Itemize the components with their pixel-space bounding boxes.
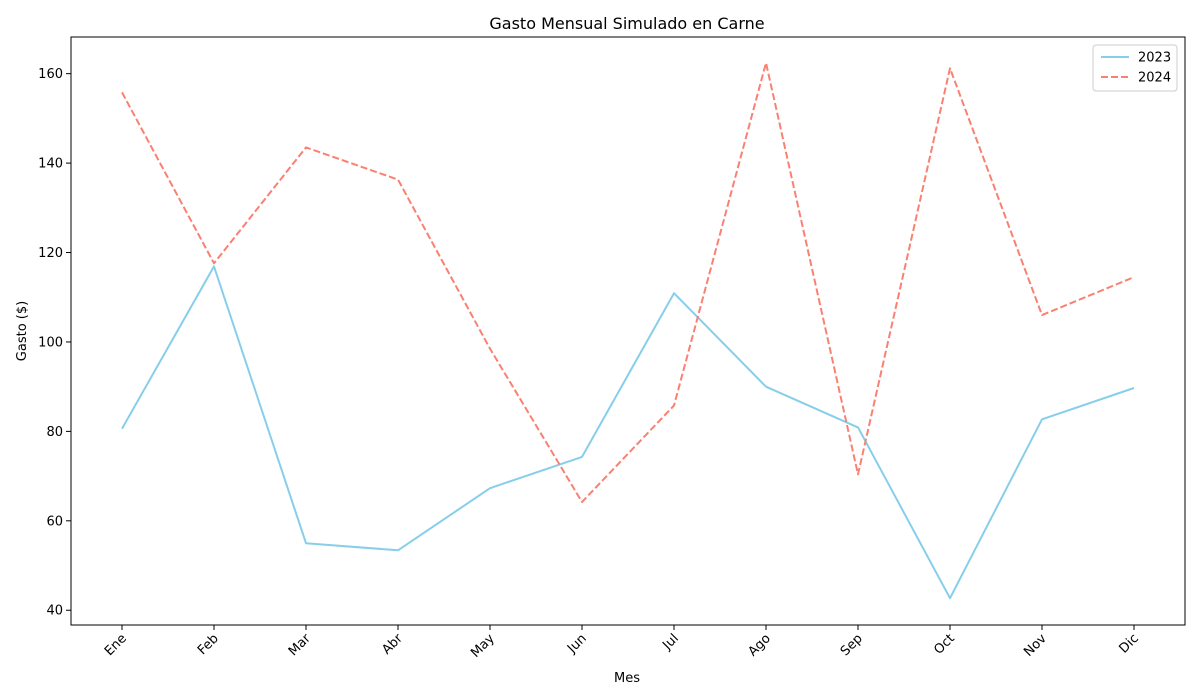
series-line-2024 bbox=[121, 61, 1135, 503]
y-tick-label: 140 bbox=[38, 157, 63, 172]
y-tick-label: 60 bbox=[46, 514, 63, 529]
x-tick-label: Jun bbox=[564, 631, 590, 657]
y-tick-label: 40 bbox=[46, 604, 63, 619]
x-tick-label: Ago bbox=[745, 631, 773, 659]
y-axis-label: Gasto ($) bbox=[15, 301, 30, 361]
x-tick-label: Jul bbox=[659, 631, 681, 653]
x-tick-label: Mar bbox=[286, 631, 314, 659]
x-tick-label: Dic bbox=[1117, 631, 1142, 656]
plot-area: Ene Feb Mar Abr May Jun Jul Ago Sep Oct Nov Dic 40 60… bbox=[38, 36, 1186, 661]
x-tick-label: Nov bbox=[1021, 631, 1050, 660]
x-tick-label: Sep bbox=[838, 631, 866, 659]
x-tick-label: Oct bbox=[931, 631, 958, 658]
legend-label-2023: 2023 bbox=[1138, 51, 1171, 66]
y-tick-label: 100 bbox=[38, 335, 63, 350]
series-line-2023 bbox=[121, 265, 1135, 600]
legend-label-2024: 2024 bbox=[1138, 71, 1171, 86]
plot-frame bbox=[70, 36, 1186, 626]
x-tick-label: May bbox=[468, 631, 498, 661]
x-tick-label: Feb bbox=[195, 631, 222, 658]
y-tick-label: 80 bbox=[46, 425, 63, 440]
chart-title: Gasto Mensual Simulado en Carne bbox=[489, 14, 764, 33]
y-tick-label: 120 bbox=[38, 246, 63, 261]
x-tick-label: Ene bbox=[102, 631, 130, 659]
x-axis-label: Mes bbox=[614, 671, 640, 686]
y-tick-label: 160 bbox=[38, 67, 63, 82]
x-tick-label: Abr bbox=[379, 631, 406, 658]
